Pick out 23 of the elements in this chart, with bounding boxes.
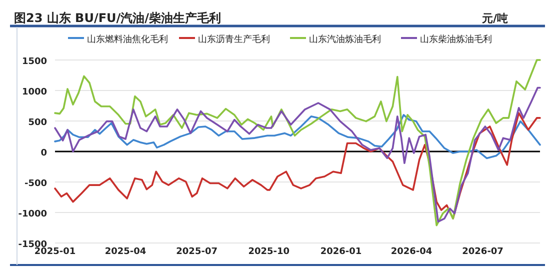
y-tick-label: 500 bbox=[28, 118, 47, 128]
legend-label: 山东汽油炼油毛利 bbox=[309, 34, 381, 45]
line-series bbox=[54, 114, 541, 160]
y-tick-label: -500 bbox=[24, 179, 47, 189]
x-tick-label: 2025-10 bbox=[248, 247, 290, 257]
chart-title: 图23 山东 BU/FU/汽油/柴油生产毛利 bbox=[14, 11, 222, 25]
y-axis-title: 元/吨 bbox=[480, 12, 508, 25]
legend-label: 山东沥青生产毛利 bbox=[198, 34, 270, 45]
line-series bbox=[54, 59, 541, 226]
x-tick-label: 2026-07 bbox=[462, 247, 504, 257]
line-series bbox=[54, 112, 541, 220]
y-tick-label: 1500 bbox=[22, 57, 47, 67]
y-tick-label: -1000 bbox=[18, 210, 47, 220]
y-tick-label: 1000 bbox=[22, 88, 47, 98]
x-tick-label: 2026-04 bbox=[390, 247, 432, 257]
x-tick-label: 2025-07 bbox=[176, 247, 218, 257]
x-tick-label: 2025-04 bbox=[104, 247, 146, 257]
y-tick-label: 0 bbox=[40, 148, 47, 158]
legend-label: 山东燃料油焦化毛利 bbox=[87, 34, 168, 45]
x-tick-label: 2026-01 bbox=[320, 247, 362, 257]
x-tick-label: 2025-01 bbox=[34, 247, 76, 257]
legend-label: 山东柴油炼油毛利 bbox=[420, 34, 492, 45]
line-series bbox=[54, 86, 541, 223]
